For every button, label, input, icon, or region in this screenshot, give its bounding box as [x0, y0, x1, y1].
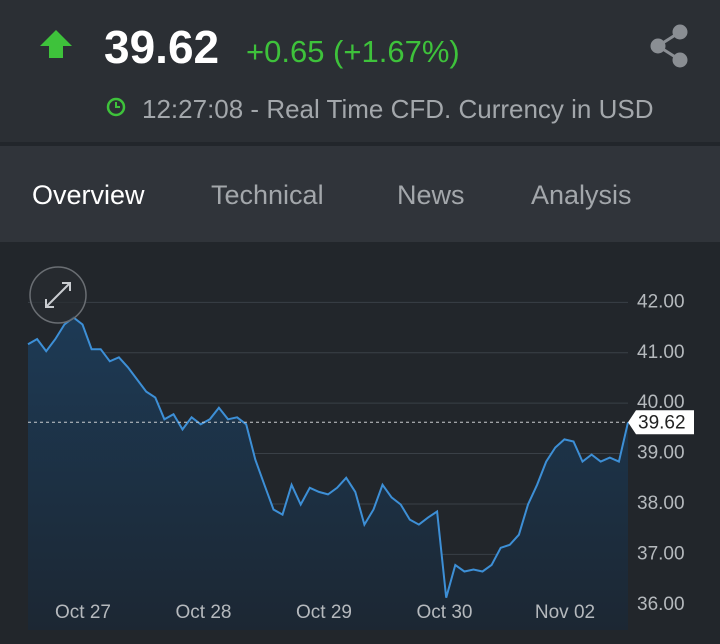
y-tick-label: 40.00 [637, 392, 685, 413]
clock-hands [115, 102, 120, 108]
clock-icon [106, 97, 126, 117]
x-tick-label: Nov 02 [535, 602, 595, 623]
quote-header: 39.62 +0.65 (+1.67%) 12:27:08 - Real Tim… [0, 0, 720, 142]
x-tick-label: Oct 27 [55, 602, 111, 623]
x-tick-label: Oct 28 [176, 602, 232, 623]
y-tick-label: 39.00 [637, 443, 685, 464]
current-price-box [628, 410, 694, 435]
price: 39.62 [104, 21, 220, 73]
x-tick-label: Oct 30 [417, 602, 473, 623]
price-change: +0.65 (+1.67%) [246, 34, 460, 69]
y-tick-label: 42.00 [637, 291, 685, 312]
y-tick-label: 41.00 [637, 342, 685, 363]
area [28, 317, 628, 630]
expand-button[interactable] [29, 266, 87, 324]
tab[interactable]: Analysis [531, 180, 632, 210]
tab[interactable]: Technical [211, 180, 324, 210]
x-tick-label: Oct 29 [296, 602, 352, 623]
share-icon[interactable] [650, 24, 688, 68]
status: 12:27:08 - Real Time CFD. Currency in US… [142, 94, 654, 124]
tab-bar: Overview Technical News Analysis [0, 146, 720, 242]
tab[interactable]: Overview [32, 180, 145, 210]
share-line [657, 30, 681, 48]
chart: 36.00 37.00 38.00 39.00 40.00 41.00 42.00 39.62… [27, 266, 694, 630]
share-line [657, 44, 681, 62]
header-icons [40, 24, 688, 117]
y-tick-label: 38.00 [637, 493, 685, 514]
up-arrow [40, 30, 72, 58]
current-price-label: 39.62 [638, 412, 686, 433]
tab[interactable]: News [397, 180, 465, 210]
expand-icon [45, 282, 71, 308]
y-tick-label: 36.00 [637, 594, 685, 615]
price-line [27, 316, 629, 598]
y-tick-label: 37.00 [637, 543, 685, 564]
